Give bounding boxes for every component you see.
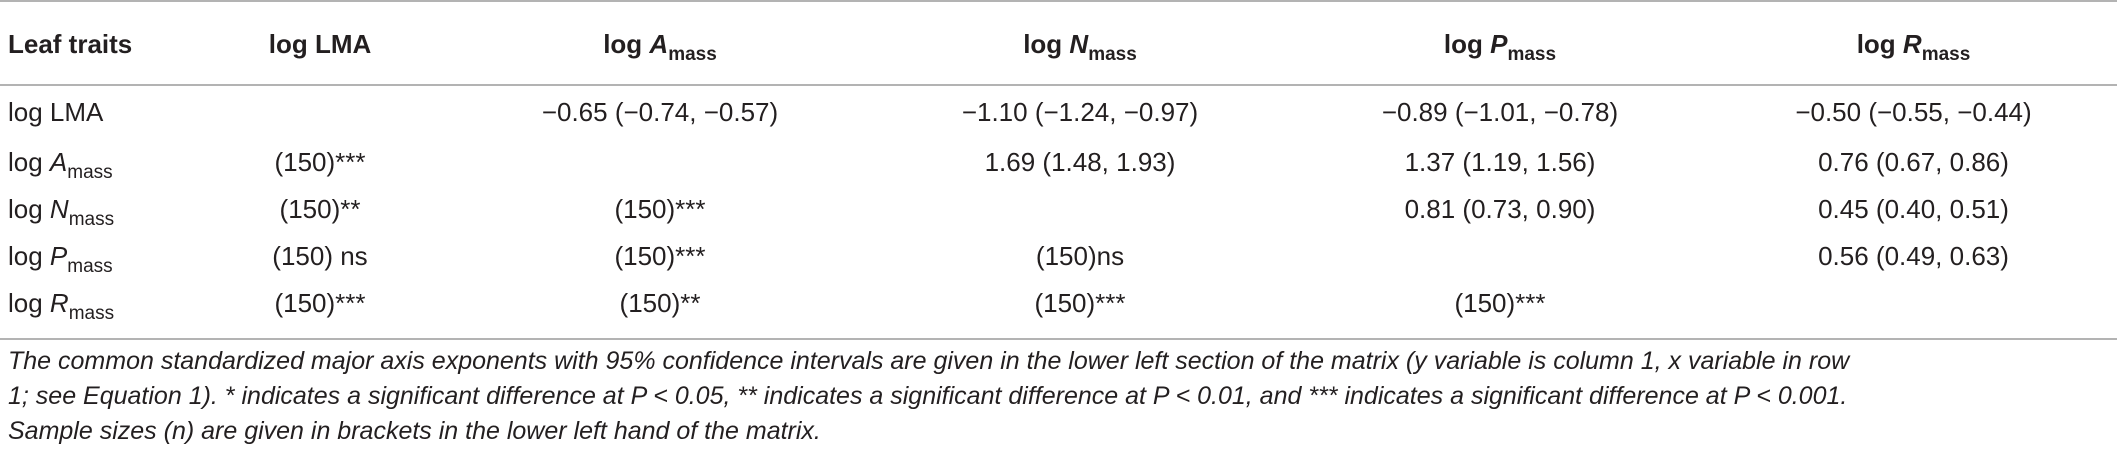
trait-symbol: N	[49, 194, 69, 224]
footnote-line: Sample sizes (n) are given in brackets i…	[8, 417, 821, 445]
top-rule	[0, 0, 2117, 2]
trait-symbol: A	[49, 147, 68, 177]
table-cell: (150)ns	[1035, 241, 1125, 271]
trait-label: log LMA	[269, 29, 372, 59]
trait-subscript: mass	[668, 43, 717, 65]
table-cell: 0.81 (0.73, 0.90)	[1404, 194, 1596, 224]
table-cell: −1.10 (−1.24, −0.97)	[961, 97, 1199, 127]
table-row: log Rmass (150)*** (150)** (150)*** (150…	[0, 280, 2117, 327]
table-cell: (150)***	[1454, 288, 1546, 318]
row-header: log Nmass	[0, 186, 190, 233]
trait-prefix: log	[1023, 28, 1070, 59]
trait-prefix: log	[8, 288, 50, 318]
trait-prefix: log	[8, 241, 50, 271]
table-row: log Pmass (150) ns (150)*** (150)ns 0.56…	[0, 233, 2117, 280]
table-cell: (150)***	[614, 194, 706, 224]
trait-prefix: log	[8, 194, 50, 224]
column-header: log LMA	[190, 0, 450, 86]
table-cell	[870, 186, 1290, 233]
trait-label: log Amass	[8, 147, 113, 182]
table-cell: 1.69 (1.48, 1.93)	[984, 147, 1176, 177]
trait-symbol: P	[1490, 28, 1508, 59]
trait-prefix: log	[8, 97, 50, 127]
trait-subscript: mass	[1507, 43, 1557, 65]
trait-symbol: A	[649, 28, 669, 59]
table-cell	[450, 139, 870, 186]
trait-prefix: log	[8, 147, 50, 177]
trait-prefix: log	[603, 28, 650, 59]
trait-label: log Rmass	[8, 288, 114, 323]
table-row: log Amass (150)*** 1.69 (1.48, 1.93) 1.3…	[0, 139, 2117, 186]
trait-prefix: log	[268, 28, 315, 59]
table-cell	[1290, 233, 1710, 280]
table-footnote: The common standardized major axis expon…	[8, 344, 2108, 449]
trait-label: log Amass	[603, 28, 717, 64]
trait-symbol: R	[1902, 28, 1922, 59]
table-cell: 1.37 (1.19, 1.56)	[1404, 147, 1596, 177]
column-header: log Nmass	[870, 0, 1290, 86]
table-cell: (150)**	[279, 194, 361, 224]
column-header: log Pmass	[1290, 0, 1710, 86]
table-row: log Nmass (150)** (150)*** 0.81 (0.73, 0…	[0, 186, 2117, 233]
table-cell: (150)***	[274, 147, 366, 177]
table-row: log LMA −0.65 (−0.74, −0.57) −1.10 (−1.2…	[0, 86, 2117, 139]
row-header: log Pmass	[0, 233, 190, 280]
table-cell: (150) ns	[272, 241, 368, 271]
table-cell: (150)***	[274, 288, 366, 318]
corner-header: Leaf traits	[8, 28, 133, 59]
trait-subscript: mass	[1088, 43, 1137, 65]
table-cell: −0.65 (−0.74, −0.57)	[541, 97, 779, 127]
trait-symbol: R	[49, 288, 69, 318]
correlation-matrix-table: Leaf traits log LMA log Amass log Nmass …	[0, 0, 2117, 327]
table-cell: 0.56 (0.49, 0.63)	[1818, 241, 2009, 271]
trait-subscript: mass	[68, 209, 115, 230]
trait-name: LMA	[49, 97, 104, 127]
trait-subscript: mass	[67, 256, 113, 277]
trait-label: log Pmass	[1443, 28, 1556, 64]
trait-subscript: mass	[68, 303, 115, 324]
trait-prefix: log	[1856, 28, 1903, 59]
trait-name: LMA	[314, 28, 372, 59]
trait-label: log Pmass	[8, 241, 113, 276]
table-cell	[190, 86, 450, 139]
row-header: log LMA	[0, 86, 190, 139]
row-header: log Rmass	[0, 280, 190, 327]
trait-symbol: N	[1069, 28, 1089, 59]
trait-label: log Nmass	[8, 194, 114, 229]
table-cell: (150)**	[619, 288, 701, 318]
table-cell: 0.45 (0.40, 0.51)	[1818, 194, 2009, 224]
row-header: log Amass	[0, 139, 190, 186]
trait-prefix: log	[1443, 28, 1491, 59]
trait-symbol: P	[49, 241, 68, 271]
table-cell: −0.50 (−0.55, −0.44)	[1795, 97, 2032, 127]
trait-label: log Rmass	[1856, 28, 1971, 64]
header-row: Leaf traits log LMA log Amass log Nmass …	[0, 0, 2117, 86]
trait-label: log Nmass	[1023, 28, 1137, 64]
header-rule	[0, 84, 2117, 86]
bottom-rule	[0, 338, 2117, 340]
table-cell: (150)***	[1034, 288, 1126, 318]
footnote-line: 1; see Equation 1). * indicates a signif…	[8, 382, 1848, 410]
column-header: log Rmass	[1710, 0, 2117, 86]
table-cell: 0.76 (0.67, 0.86)	[1818, 147, 2009, 177]
table-cell: (150)***	[614, 241, 706, 271]
table-cell	[1710, 280, 2117, 327]
footnote-line: The common standardized major axis expon…	[8, 347, 1850, 375]
trait-label: log LMA	[8, 97, 103, 127]
trait-subscript: mass	[67, 162, 113, 183]
column-header: log Amass	[450, 0, 870, 86]
table-cell: −0.89 (−1.01, −0.78)	[1381, 97, 1619, 127]
trait-subscript: mass	[1921, 43, 1971, 65]
